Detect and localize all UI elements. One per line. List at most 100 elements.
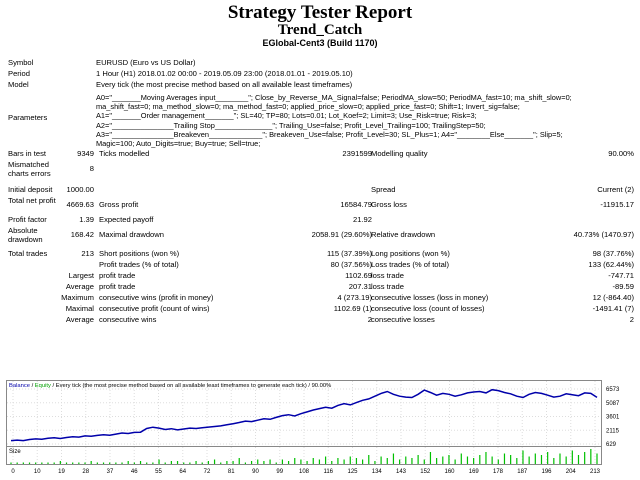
volume-bar — [207, 461, 209, 464]
volume-bar — [22, 462, 24, 464]
volume-bar — [201, 462, 203, 464]
volume-bar — [220, 462, 222, 464]
volume-bar — [312, 458, 314, 464]
volume-bar — [485, 452, 487, 464]
y-axis-ticks: 6573 5087 3601 2115 629 — [606, 387, 620, 448]
x-tick-label: 37 — [107, 469, 114, 475]
volume-bar — [547, 452, 549, 464]
volume-bar — [263, 461, 265, 464]
spread-value: Current (2) — [597, 185, 634, 194]
largest-label: Largest — [68, 271, 94, 280]
netprofit-row: Total net profit 4669.63 Gross profit 16… — [8, 196, 636, 215]
volume-bar — [146, 462, 148, 464]
x-tick-label: 152 — [420, 469, 431, 475]
volume-bar — [411, 458, 413, 464]
spread-label: Spread — [371, 185, 396, 194]
maxwins-label: consecutive wins (profit in money) — [99, 293, 214, 302]
grossprofit-label: Gross profit — [99, 200, 139, 209]
params-value: A0="_______Moving Averages input________… — [96, 93, 572, 148]
volume-plot-frame — [6, 446, 602, 465]
volume-bar — [534, 453, 536, 464]
avg-loss-label: loss trade — [371, 282, 404, 291]
grossloss-value: -11915.17 — [600, 200, 634, 209]
volume-bar — [269, 459, 271, 464]
largest-loss-label: loss trade — [371, 271, 404, 280]
volume-bar — [355, 458, 358, 464]
param-line: A3="_______________Breakeven____________… — [96, 129, 563, 139]
volume-bar — [454, 459, 456, 464]
volume-bar — [41, 462, 43, 464]
report-body: Symbol EURUSD (Euro vs US Dollar) Period… — [8, 58, 636, 326]
volume-bar — [275, 462, 277, 464]
x-tick-label: 143 — [396, 469, 407, 475]
x-tick-label: 116 — [323, 469, 333, 475]
y-tick-label: 3601 — [606, 415, 620, 421]
average2-row: Average consecutive wins 2 consecutive l… — [8, 315, 636, 326]
volume-bar — [195, 461, 197, 464]
avgwins-label: consecutive wins — [99, 315, 157, 324]
drawdown-row: Absolute drawdown 168.42 Maximal drawdow… — [8, 226, 636, 245]
symbol-label: Symbol — [8, 58, 34, 67]
volume-bar — [565, 456, 567, 464]
legend-equity: Equity — [35, 383, 51, 389]
deposit-row: Initial deposit 1000.00 Spread Current (… — [8, 185, 636, 196]
pf-row: Profit factor 1.39 Expected payoff 21.92 — [8, 215, 636, 226]
ptrades-label: Profit trades (% of total) — [99, 260, 179, 269]
mismatch-value: 8 — [89, 164, 94, 173]
period-row: Period 1 Hour (H1) 2018.01.02 00:00 - 20… — [8, 69, 636, 80]
volume-bar — [392, 453, 395, 464]
reldd-label: Relative drawdown — [371, 230, 436, 239]
volume-bar — [460, 453, 462, 464]
x-tick-label: 134 — [372, 469, 383, 475]
ticks-value: 2391599 — [342, 149, 372, 158]
y-tick-label: 5087 — [606, 401, 620, 407]
x-tick-label: 46 — [131, 469, 138, 475]
maximal-row: Maximal consecutive profit (count of win… — [8, 304, 636, 315]
payoff-label: Expected payoff — [99, 215, 154, 224]
volume-bar — [380, 456, 382, 464]
volume-bar — [10, 462, 12, 464]
x-tick-label: 160 — [444, 469, 455, 475]
maxprofit-label: consecutive profit (count of wins) — [99, 304, 210, 313]
legend-rest: / Every tick (the most precise method ba… — [51, 383, 331, 389]
largest-row: Largest profit trade 1102.69 loss trade … — [8, 271, 636, 282]
long-label: Long positions (won %) — [371, 249, 450, 258]
volume-bar — [115, 462, 117, 464]
model-value: Every tick (the most precise method base… — [96, 80, 353, 89]
bars-row: Bars in test 9349 Ticks modelled 2391599… — [8, 149, 636, 160]
volume-bar — [53, 462, 55, 464]
deposit-label: Initial deposit — [8, 185, 53, 194]
largest-profit-label: profit trade — [99, 271, 136, 280]
volume-bar — [466, 456, 469, 464]
volume-bar — [281, 459, 284, 464]
maximum-row: Maximum consecutive wins (profit in mone… — [8, 293, 636, 304]
volume-bar — [349, 456, 351, 464]
param-line: A1="_______Order management_______"; SL=… — [96, 111, 477, 121]
period-value: 1 Hour (H1) 2018.01.02 00:00 - 2019.05.0… — [96, 69, 353, 78]
volume-bar — [102, 462, 105, 464]
volume-bar — [238, 458, 240, 464]
pf-value: 1.39 — [79, 215, 94, 224]
x-tick-label: 196 — [541, 469, 552, 475]
volume-bar — [287, 461, 290, 464]
long-value: 98 (37.76%) — [592, 249, 634, 258]
volume-bar — [368, 455, 370, 464]
volume-bar — [127, 461, 129, 464]
volume-bar — [189, 462, 191, 464]
ptrades-value: 80 (37.56%) — [330, 260, 372, 269]
volume-bar — [584, 452, 586, 464]
netprofit-value: 4669.63 — [66, 200, 94, 209]
volume-bar — [152, 462, 154, 464]
absdd-value: 168.42 — [70, 230, 94, 239]
x-tick-label: 64 — [179, 469, 186, 475]
param-line: A0="_______Moving Averages input________… — [96, 93, 572, 102]
short-label: Short positions (won %) — [99, 249, 180, 258]
volume-bar — [164, 462, 166, 464]
x-tick-label: 55 — [155, 469, 162, 475]
volume-bar — [324, 456, 327, 464]
maxloss-value: -1491.41 (7) — [592, 304, 634, 313]
short-value: 115 (37.39%) — [326, 249, 372, 258]
param-line: A2="_______________Trailing Stop________… — [96, 120, 486, 130]
grossloss-label: Gross loss — [371, 200, 407, 209]
volume-bar — [337, 458, 339, 464]
